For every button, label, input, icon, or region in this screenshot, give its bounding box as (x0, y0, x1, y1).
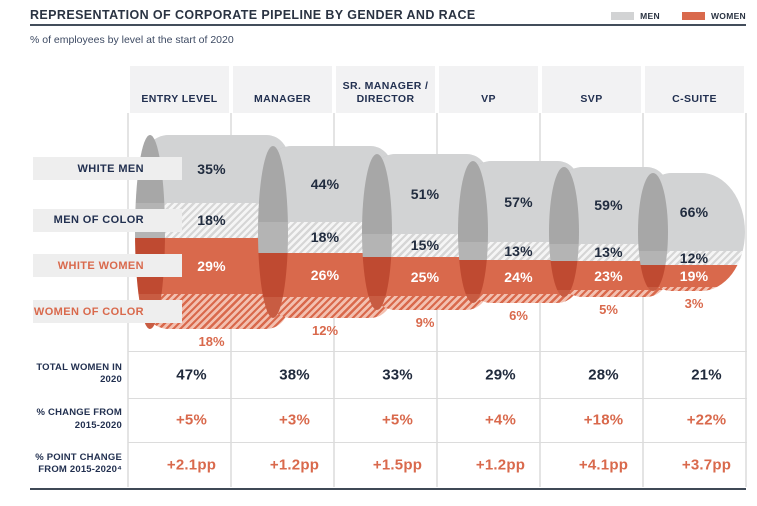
cylinder-left-rim (638, 173, 668, 291)
rim-segment (638, 265, 668, 288)
segment-value-label: 26% (310, 267, 340, 283)
pipeline-cylinder-c-suite (638, 173, 745, 291)
race-pill-white-women: WHITE WOMEN (33, 254, 182, 278)
segment-value-label: 59% (594, 197, 623, 214)
rim-segment (258, 221, 288, 253)
race-pill-white-men: WHITE MEN (33, 157, 182, 181)
segment-value-label-below: 6% (509, 308, 528, 323)
summary-cell: 28% (588, 366, 619, 383)
column-header: SVP (542, 66, 641, 113)
summary-cell: +1.2pp (269, 456, 320, 473)
segment-value-label-below: 12% (311, 323, 339, 338)
segment-value-label: 24% (504, 269, 533, 286)
bottom-rule (30, 487, 746, 490)
segment-value-label: 13% (504, 243, 533, 260)
title-divider (30, 24, 746, 26)
summary-cell: +22% (686, 411, 727, 429)
cylinder-left-rim (549, 167, 579, 297)
column-header: MANAGER (233, 66, 332, 113)
segment-value-label-below: 18% (198, 334, 225, 349)
summary-row-divider (128, 442, 747, 443)
segment-value-label: 15% (410, 237, 440, 254)
summary-cell: 38% (279, 366, 310, 383)
segment-value-label: 35% (197, 160, 226, 177)
cylinder-left-rim (258, 146, 288, 318)
column-header: ENTRY LEVEL (130, 66, 229, 113)
segment-value-label: 25% (410, 268, 440, 285)
summary-cell: +2.1pp (166, 456, 217, 473)
column-grid-line (642, 113, 644, 487)
summary-row-label: % CHANGE FROM 2015-2020 (36, 407, 122, 431)
summary-row-divider (128, 351, 747, 352)
segment-value-label-below: 5% (599, 302, 618, 317)
rim-segment (362, 233, 392, 257)
legend-women-label: WOMEN (710, 11, 746, 21)
legend-men-label: MEN (640, 11, 660, 21)
segment-solid-orange (646, 265, 745, 288)
legend: MEN WOMEN (611, 11, 746, 21)
column-header: SR. MANAGER / DIRECTOR (336, 66, 435, 113)
summary-cell: 21% (691, 366, 722, 383)
rim-segment (362, 256, 392, 296)
rim-segment (549, 243, 579, 261)
segment-value-label: 29% (197, 257, 226, 274)
summary-cell: +5% (381, 411, 414, 429)
segment-hatched-gray (646, 250, 745, 266)
segment-value-label: 51% (410, 185, 440, 202)
race-pill-women-of-color: WOMEN OF COLOR (33, 300, 182, 323)
rim-segment (638, 250, 668, 266)
segment-value-label: 57% (504, 193, 533, 210)
rim-segment (458, 294, 488, 303)
segment-value-label: 19% (679, 268, 709, 285)
segment-value-label: 12% (679, 250, 709, 266)
segment-hatched-orange (266, 297, 392, 318)
column-header: VP (439, 66, 538, 113)
segment-value-label-below: 3% (684, 296, 704, 311)
rim-segment (549, 290, 579, 297)
summary-cell: +4% (484, 411, 517, 429)
summary-cell: 33% (382, 366, 413, 383)
segment-hatched-orange (557, 290, 668, 297)
race-pill-men-of-color: MEN OF COLOR (33, 208, 182, 232)
segment-hatched-orange (466, 294, 579, 303)
rim-segment (638, 287, 668, 291)
segment-hatched-orange (646, 287, 745, 291)
summary-cell: 29% (485, 366, 516, 383)
summary-cell: +4.1pp (578, 456, 629, 473)
column-header: C-SUITE (645, 66, 744, 113)
column-grid-line (745, 113, 747, 487)
summary-cell: +1.2pp (475, 456, 526, 473)
segment-value-label: 23% (594, 267, 623, 284)
summary-cell: 47% (176, 366, 207, 383)
chart-subtitle: % of employees by level at the start of … (30, 34, 234, 46)
cylinder-left-rim (362, 154, 392, 310)
segment-value-label-below: 9% (415, 315, 435, 330)
summary-cell: +1.5pp (372, 456, 423, 473)
segment-value-label: 18% (197, 212, 226, 229)
page-title: REPRESENTATION OF CORPORATE PIPELINE BY … (30, 8, 476, 22)
rim-segment (458, 241, 488, 261)
summary-cell: +3.7pp (681, 456, 732, 473)
segment-hatched-orange (370, 295, 488, 310)
legend-men-swatch (611, 12, 635, 20)
summary-cell: +5% (175, 411, 208, 429)
legend-women-swatch (681, 12, 705, 20)
cylinder-left-rim (458, 161, 488, 303)
segment-value-label: 66% (679, 203, 709, 220)
summary-row-divider (128, 398, 747, 399)
segment-value-label: 18% (310, 229, 340, 246)
rim-segment (258, 252, 288, 298)
segment-value-label: 13% (594, 244, 623, 261)
segment-value-label: 44% (310, 175, 340, 192)
summary-cell: +18% (583, 411, 624, 429)
summary-cell: +3% (278, 411, 311, 429)
summary-row-label: TOTAL WOMEN IN 2020 (36, 361, 122, 386)
summary-row-label: % POINT CHANGE FROM 2015-2020⁴ (35, 451, 122, 476)
